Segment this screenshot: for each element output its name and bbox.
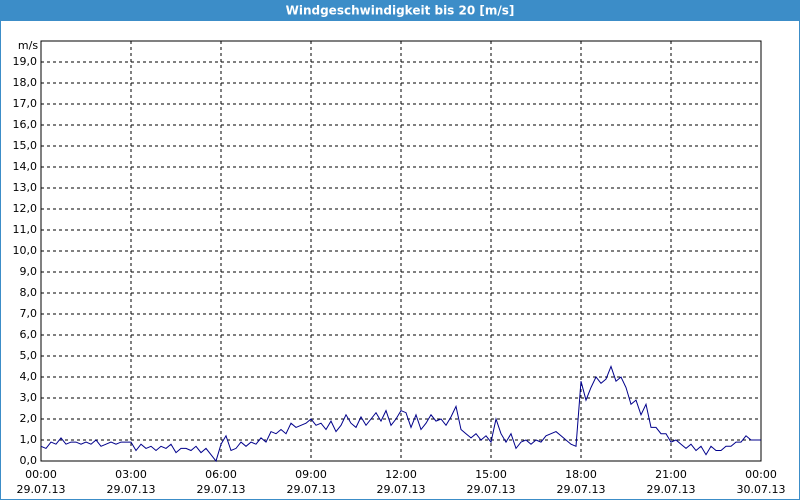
y-tick-label: 19,0 <box>13 55 38 68</box>
y-tick-label: 16,0 <box>13 118 38 131</box>
x-tick-label: 00:00 <box>25 468 57 481</box>
y-tick-label: 5,0 <box>20 349 38 362</box>
x-tick-date: 29.07.13 <box>17 483 66 496</box>
x-tick-label: 18:00 <box>565 468 597 481</box>
x-tick-label: 21:00 <box>655 468 687 481</box>
x-tick-date: 29.07.13 <box>557 483 606 496</box>
x-tick-date: 29.07.13 <box>107 483 156 496</box>
x-tick-label: 09:00 <box>295 468 327 481</box>
y-tick-label: 8,0 <box>20 286 38 299</box>
data-line <box>40 365 761 463</box>
y-tick-label: 1,0 <box>20 433 38 446</box>
x-tick-date: 29.07.13 <box>287 483 336 496</box>
y-tick-label: 15,0 <box>13 139 38 152</box>
x-tick-label: 03:00 <box>115 468 147 481</box>
y-tick-label: 17,0 <box>13 97 38 110</box>
y-tick-label: 10,0 <box>13 244 38 257</box>
y-tick-label: 14,0 <box>13 160 38 173</box>
y-tick-label: 6,0 <box>20 328 38 341</box>
y-tick-label: 11,0 <box>13 223 38 236</box>
x-tick-date: 29.07.13 <box>377 483 426 496</box>
y-tick-label: 2,0 <box>20 412 38 425</box>
chart-title: Windgeschwindigkeit bis 20 [m/s] <box>286 4 515 18</box>
y-tick-label: 0,0 <box>20 454 38 467</box>
y-tick-label: 4,0 <box>20 370 38 383</box>
y-tick-label: 3,0 <box>20 391 38 404</box>
x-tick-date: 30.07.13 <box>737 483 786 496</box>
x-tick-label: 06:00 <box>205 468 237 481</box>
y-tick-label: 12,0 <box>13 202 38 215</box>
x-tick-date: 29.07.13 <box>647 483 696 496</box>
x-tick-date: 29.07.13 <box>467 483 516 496</box>
y-tick-label: 7,0 <box>20 307 38 320</box>
x-tick-date: 29.07.13 <box>197 483 246 496</box>
y-axis-label: m/s <box>18 39 38 52</box>
title-bar <box>0 0 800 21</box>
x-tick-label: 15:00 <box>475 468 507 481</box>
x-tick-label: 12:00 <box>385 468 417 481</box>
y-tick-label: 13,0 <box>13 181 38 194</box>
y-tick-label: 18,0 <box>13 76 38 89</box>
x-tick-label: 00:00 <box>745 468 777 481</box>
y-tick-label: 9,0 <box>20 265 38 278</box>
